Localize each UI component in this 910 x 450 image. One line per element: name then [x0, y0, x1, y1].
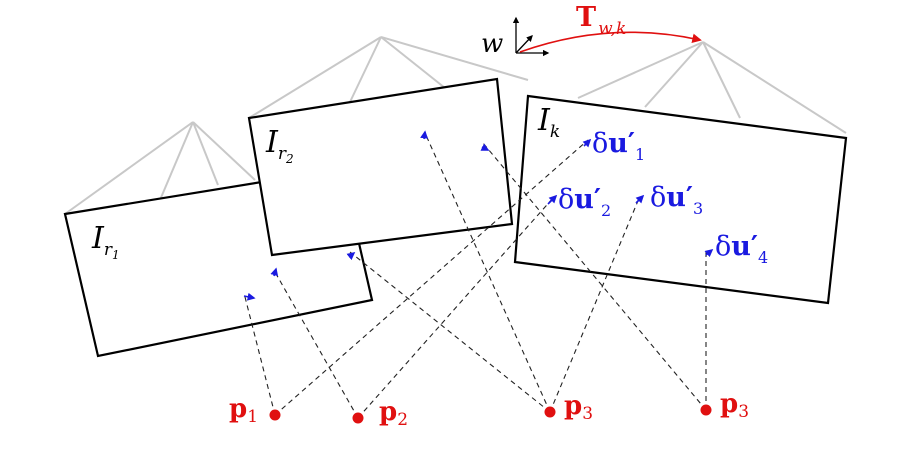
image-label-r1: Ir1	[91, 221, 120, 262]
point-label-p3a: p3	[564, 391, 593, 424]
point-p2-dot	[352, 412, 364, 424]
image-label-r2: Ir2	[265, 125, 294, 166]
transform-arrow	[519, 31, 702, 53]
image-label-k: Ik	[537, 103, 560, 142]
ray-p3a-k	[549, 195, 641, 413]
ray-p2-k	[357, 197, 554, 419]
error-vector-r1-a	[243, 292, 256, 301]
projection-rays	[243, 132, 707, 419]
error-vector-r1-b	[270, 267, 279, 277]
error-vector-r2-a	[420, 130, 429, 140]
point-label-p2: p2	[379, 397, 408, 430]
error-label-4: δu′4	[715, 231, 768, 267]
error-vector-3	[635, 194, 645, 204]
error-label-3: δu′3	[650, 182, 703, 218]
error-label-1: δu′1	[592, 128, 645, 164]
point-label-p1: p1	[229, 394, 258, 427]
point-p3a-dot	[544, 406, 556, 418]
ray-p3b-r2	[482, 142, 707, 411]
error-vectors	[243, 130, 714, 301]
point-p1-dot	[269, 409, 281, 421]
error-vector-r1-c	[346, 252, 356, 261]
error-vector-1	[582, 138, 592, 148]
ray-p3a-r1	[349, 251, 551, 413]
error-vector-r2-b	[480, 143, 490, 151]
camera-r1-frustum	[64, 121, 256, 215]
world-frame-axes	[512, 16, 550, 57]
error-vector-2	[547, 194, 558, 205]
image-plane-r2	[247, 77, 514, 257]
camera-r2-frustum	[248, 36, 529, 119]
error-label-2: δu′2	[558, 184, 611, 220]
error-vector-4	[704, 248, 714, 258]
camera-k-frustum	[577, 41, 847, 134]
ray-p1-r1	[243, 292, 276, 416]
point-p3b-dot	[700, 404, 712, 416]
ray-p2-r1	[274, 271, 359, 419]
world-frame-label: w	[481, 29, 503, 59]
point-label-p3b: p3	[720, 389, 749, 422]
image-plane-k	[513, 94, 848, 305]
ray-p1-k	[274, 139, 589, 416]
ray-p3a-r2	[424, 132, 551, 413]
